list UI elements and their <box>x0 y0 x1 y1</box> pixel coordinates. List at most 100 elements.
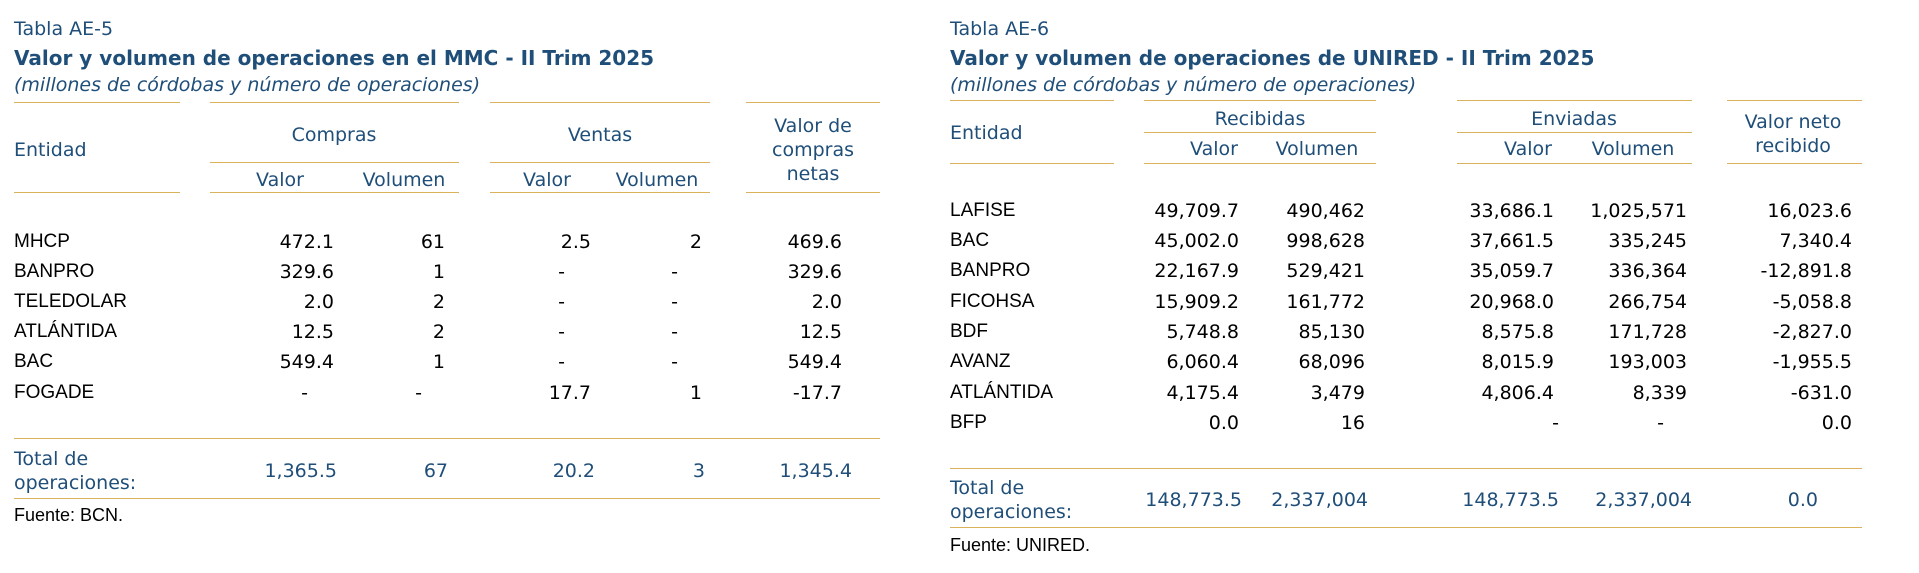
total-enviadas-valor: 148,773.5 <box>1462 489 1559 511</box>
cell-enviadas-volumen: 335,245 <box>1608 230 1687 252</box>
cell-enviadas-valor: 20,968.0 <box>1469 291 1554 313</box>
row-entity: ATLÁNTIDA <box>950 382 1054 403</box>
cell-recibidas-valor: 22,167.9 <box>1154 260 1239 282</box>
cell-enviadas-volumen: 336,364 <box>1608 260 1687 282</box>
column-header-neto-line2: recibido <box>1755 135 1831 157</box>
cell-ventas-valor: 17.7 <box>548 382 591 404</box>
cell-ventas-valor: - <box>558 261 565 283</box>
cell-neto: -17.7 <box>792 382 842 404</box>
total-neto: 0.0 <box>1787 489 1818 511</box>
cell-compras-volumen: 2 <box>432 321 445 343</box>
cell-compras-volumen: 1 <box>432 261 445 283</box>
column-header-compras-volumen: Volumen <box>362 169 446 191</box>
cell-compras-volumen: 2 <box>432 291 445 313</box>
cell-enviadas-valor: 37,661.5 <box>1469 230 1554 252</box>
column-header-entidad: Entidad <box>950 122 1023 144</box>
cell-recibidas-volumen: 161,772 <box>1286 291 1365 313</box>
row-entity: LAFISE <box>950 200 1016 221</box>
column-header-enviadas-valor: Valor <box>1504 138 1552 160</box>
cell-recibidas-volumen: 529,421 <box>1286 260 1365 282</box>
header-rule-bottom <box>746 192 880 193</box>
group-rule <box>1144 132 1376 133</box>
total-rule-bottom <box>950 527 1862 528</box>
cell-compras-valor: 2.0 <box>303 291 334 313</box>
cell-enviadas-volumen: 8,339 <box>1632 382 1687 404</box>
row-entity: BANPRO <box>950 260 1031 281</box>
group-rule <box>1457 132 1692 133</box>
column-header-neto-line1: Valor neto <box>1744 111 1842 133</box>
row-entity: BDF <box>950 321 988 342</box>
cell-enviadas-volumen: - <box>1657 412 1664 434</box>
column-header-enviadas-volumen: Volumen <box>1591 138 1675 160</box>
column-group-ventas: Ventas <box>567 124 633 146</box>
cell-compras-valor: - <box>301 382 308 404</box>
cell-recibidas-volumen: 85,130 <box>1298 321 1365 343</box>
cell-enviadas-volumen: 171,728 <box>1608 321 1687 343</box>
cell-enviadas-valor: 8,015.9 <box>1481 351 1554 373</box>
total-compras-valor: 1,365.5 <box>264 460 337 482</box>
column-header-neto-line2: compras <box>772 139 854 161</box>
cell-enviadas-volumen: 1,025,571 <box>1590 200 1687 222</box>
cell-recibidas-valor: 5,748.8 <box>1166 321 1239 343</box>
header-rule-top <box>950 100 1114 101</box>
total-rule-top <box>14 438 880 439</box>
cell-recibidas-volumen: 16 <box>1340 412 1365 434</box>
total-label-line2: operaciones: <box>14 472 137 494</box>
table-number: Tabla AE-5 <box>14 18 114 40</box>
column-group-compras: Compras <box>291 124 377 146</box>
cell-recibidas-valor: 6,060.4 <box>1166 351 1239 373</box>
column-header-neto-line3: netas <box>786 163 840 185</box>
column-header-compras-valor: Valor <box>256 169 304 191</box>
cell-enviadas-volumen: 266,754 <box>1608 291 1687 313</box>
cell-recibidas-valor: 49,709.7 <box>1154 200 1239 222</box>
total-label-line2: operaciones: <box>950 501 1073 523</box>
row-entity: FOGADE <box>14 382 95 403</box>
cell-neto: -2,827.0 <box>1772 321 1852 343</box>
total-recibidas-volumen: 2,337,004 <box>1271 489 1368 511</box>
table-ae6: Tabla AE-6 Valor y volumen de operacione… <box>950 0 1862 573</box>
table-title: Valor y volumen de operaciones en el MMC… <box>14 46 655 70</box>
column-header-ventas-valor: Valor <box>523 169 571 191</box>
cell-recibidas-valor: 0.0 <box>1208 412 1239 434</box>
total-ventas-valor: 20.2 <box>552 460 595 482</box>
cell-ventas-valor: 2.5 <box>560 231 591 253</box>
header-rule-bottom <box>1457 163 1692 164</box>
cell-recibidas-volumen: 3,479 <box>1310 382 1365 404</box>
cell-neto: 2.0 <box>811 291 842 313</box>
total-label-line1: Total de <box>14 448 89 470</box>
cell-ventas-volumen: - <box>671 321 678 343</box>
header-rule-top <box>746 102 880 103</box>
header-rule-bottom <box>1144 163 1376 164</box>
column-header-recibidas-volumen: Volumen <box>1275 138 1359 160</box>
row-entity: MHCP <box>14 231 70 252</box>
row-entity: AVANZ <box>950 351 1011 372</box>
cell-compras-valor: 12.5 <box>291 321 334 343</box>
table-ae5: Tabla AE-5 Valor y volumen de operacione… <box>14 0 894 573</box>
source-note: Fuente: UNIRED. <box>950 535 1091 555</box>
header-rule-bottom <box>490 192 710 193</box>
total-neto: 1,345.4 <box>779 460 852 482</box>
table-subtitle: (millones de córdobas y número de operac… <box>950 74 1417 96</box>
header-rule-bottom <box>950 163 1114 164</box>
row-entity: FICOHSA <box>950 291 1035 312</box>
column-group-recibidas: Recibidas <box>1214 108 1306 130</box>
cell-neto: 549.4 <box>787 351 842 373</box>
header-rule-top <box>14 102 180 103</box>
column-header-entidad: Entidad <box>14 139 87 161</box>
cell-compras-volumen: 1 <box>432 351 445 373</box>
cell-enviadas-volumen: 193,003 <box>1608 351 1687 373</box>
header-rule-top <box>1727 100 1862 101</box>
row-entity: BANPRO <box>14 261 95 282</box>
group-rule <box>490 162 710 163</box>
cell-neto: -12,891.8 <box>1760 260 1852 282</box>
cell-recibidas-volumen: 998,628 <box>1286 230 1365 252</box>
header-rule-bottom <box>210 192 459 193</box>
table-number: Tabla AE-6 <box>950 18 1050 40</box>
cell-recibidas-volumen: 68,096 <box>1298 351 1365 373</box>
total-ventas-volumen: 3 <box>692 460 705 482</box>
row-entity: ATLÁNTIDA <box>14 321 118 342</box>
cell-neto: 7,340.4 <box>1779 230 1852 252</box>
header-rule-top <box>1144 100 1376 101</box>
cell-enviadas-valor: 8,575.8 <box>1481 321 1554 343</box>
total-rule-bottom <box>14 498 880 499</box>
